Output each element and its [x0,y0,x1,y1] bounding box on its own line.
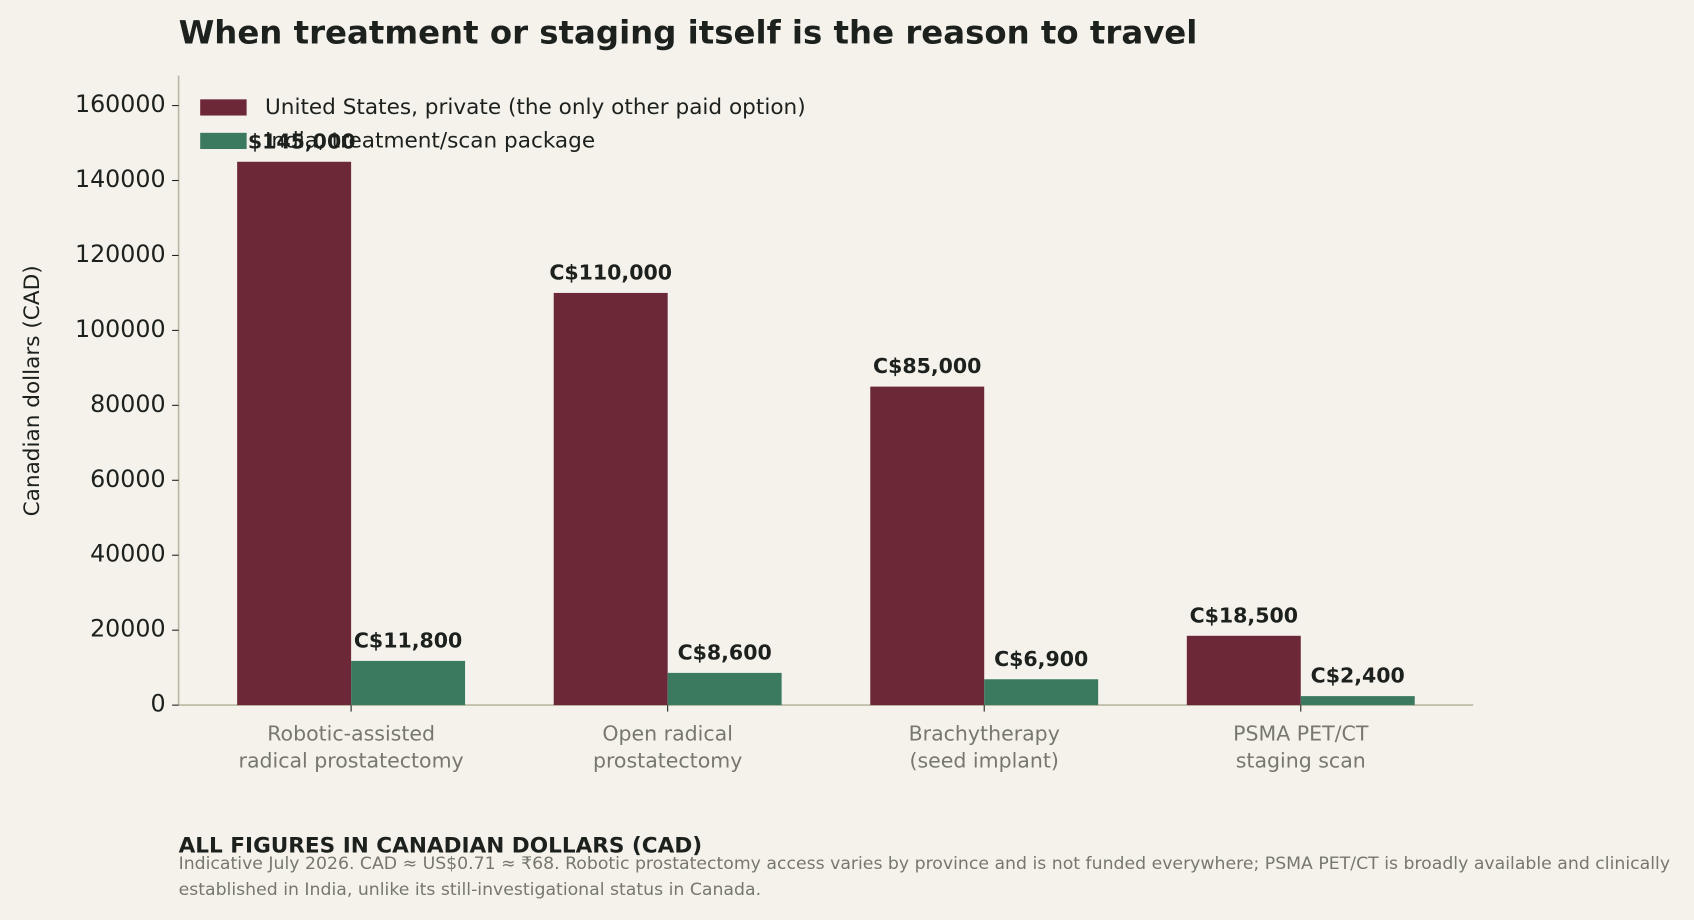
value-label: C$85,000 [873,354,981,378]
y-axis-label: Canadian dollars (CAD) [20,265,45,516]
legend-swatch [200,132,247,150]
y-tick-label: 60000 [90,465,166,493]
value-label: C$11,800 [354,628,462,652]
x-tick-label: Brachytherapy (seed implant) [909,721,1060,772]
bar [870,386,985,706]
legend-swatch [200,99,247,116]
value-label: C$110,000 [549,260,672,284]
legend-label: India, treatment/scan package [265,128,595,153]
bar [553,292,668,706]
bar [667,672,782,706]
y-tick-label: 120000 [75,240,166,268]
footer-note: Indicative July 2026. CAD ≈ US$0.71 ≈ ₹6… [178,853,1671,900]
y-tick-label: 20000 [90,615,166,643]
bar [1186,635,1301,706]
value-label: C$2,400 [1311,664,1405,688]
bar [984,679,1099,706]
bar [351,660,466,706]
x-tick-label: PSMA PET/CT staging scan [1233,721,1369,772]
footer-note-box: Indicative July 2026. CAD ≈ US$0.71 ≈ ₹6… [178,853,1671,900]
y-tick-label: 140000 [75,165,166,193]
y-tick-label: 40000 [90,540,166,568]
value-label: C$8,600 [678,640,772,664]
y-tick-label: 160000 [75,90,166,118]
footer-title: ALL FIGURES IN CANADIAN DOLLARS (CAD) [179,834,703,859]
y-tick-label: 100000 [75,315,166,343]
bar [237,161,352,706]
y-tick-label: 80000 [90,390,166,418]
chart-title: When treatment or staging itself is the … [179,14,1198,52]
legend-label: United States, private (the only other p… [265,95,806,120]
bar [1300,696,1415,706]
value-label: C$18,500 [1190,603,1298,627]
value-label: C$6,900 [994,647,1088,671]
x-tick-label: Robotic-assisted radical prostatectomy [239,721,464,772]
x-tick-label: Open radical prostatectomy [593,721,742,772]
y-tick-label: 0 [151,690,166,718]
value-label: C$145,000 [233,129,356,153]
